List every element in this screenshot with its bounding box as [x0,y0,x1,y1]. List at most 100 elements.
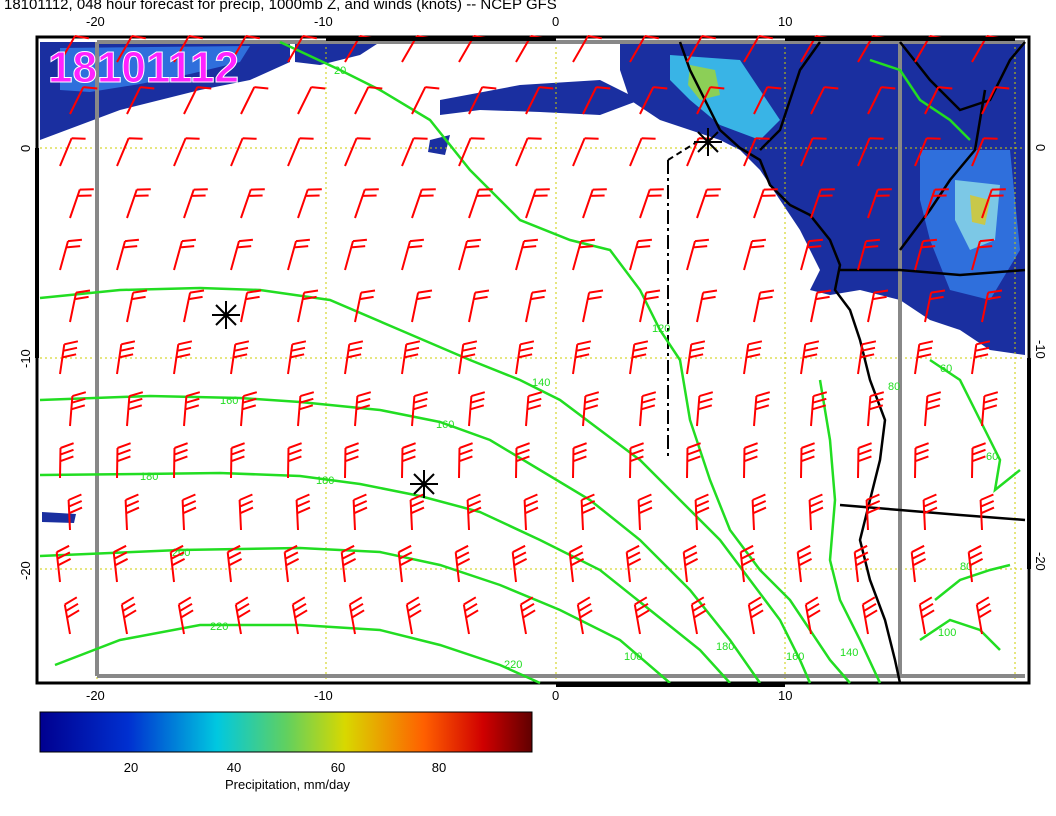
wind-barb [295,493,311,531]
wind-barb [287,35,317,63]
wind-barb [462,596,479,635]
colorbar-tick: 80 [431,760,447,775]
center-markers [212,128,722,498]
wind-barb [572,137,599,167]
wind-barb [230,238,253,271]
wind-barb [297,188,322,219]
wind-barb [454,544,471,583]
contour-label: 220 [504,659,522,671]
wind-barb [173,35,203,63]
wind-barb [291,596,308,635]
wind-barb [354,86,383,115]
wind-barb [867,86,896,115]
wind-barb [639,289,661,323]
lat-tick-label: -20 [18,561,33,580]
contour-label: 60 [940,363,952,375]
wind-barb [173,442,188,479]
wind-barb [287,442,302,479]
wind-barb [397,544,414,583]
wind-barb [981,391,999,427]
wind-barb [857,340,877,375]
wind-barb [853,544,870,583]
wind-barb [344,137,371,167]
wind-barb [169,544,186,583]
wind-barb [857,137,884,167]
wind-barb [411,289,433,323]
wind-barb [126,391,144,427]
wind-barb [116,340,136,375]
wind-barb [971,137,998,167]
wind-barb [751,493,767,531]
border-line [667,139,701,161]
wind-barb [59,340,79,375]
wind-barb [297,391,315,427]
wind-barb [240,188,265,219]
colorbar-tick: 40 [226,760,242,775]
wind-barb [67,493,83,531]
wind-barb [629,340,649,375]
wind-barb [116,442,131,479]
wind-barb [800,340,820,375]
precip-area [440,80,640,115]
wind-barb [639,86,668,115]
wind-barb [411,86,440,115]
lat-tick-label: -20 [1033,552,1048,571]
wind-barb [861,596,878,635]
wind-barb [238,493,254,531]
wind-barb [352,493,368,531]
wind-barb [572,238,595,271]
wind-barb [686,340,706,375]
wind-barb [910,544,927,583]
wind-barb [686,442,701,479]
wind-barb [804,596,821,635]
lon-tick-label: 10 [778,14,792,29]
wind-barb [857,442,872,479]
wind-barb [468,86,497,115]
wind-barb [126,188,151,219]
wind-barb [808,493,824,531]
left-axis-labels: 0 -10 -20 [18,145,33,580]
wind-barb [800,137,827,167]
wind-barb [287,340,307,375]
lon-tick-label: 0 [552,14,559,29]
wind-barb [979,493,995,531]
wind-barb [112,544,129,583]
wind-barb [511,544,528,583]
wind-barb [800,238,823,271]
wind-barb [240,391,258,427]
top-axis-labels: -20 -10 0 10 [86,14,792,29]
right-axis-labels: 0 -10 -20 [1033,144,1048,571]
wind-barb [810,188,835,219]
contour-label: 160 [220,395,238,407]
axis-bars [35,37,1031,687]
wind-barb [458,340,478,375]
lat-tick-label: 0 [18,145,33,152]
contour-label: 180 [140,471,158,483]
wind-barb [458,137,485,167]
bottom-axis-labels: -20 -10 0 10 [86,688,792,703]
wind-barb [633,596,650,635]
wind-barb [116,35,146,63]
wind-barb [126,289,148,323]
wind-barb [637,493,653,531]
wind-barbs [55,35,1010,635]
wind-barb [354,289,376,323]
wind-barb [59,137,86,167]
wind-barb [55,544,72,583]
wind-barb [458,442,473,479]
wind-barb [63,596,80,635]
wind-barb [971,442,986,479]
wind-barb [523,493,539,531]
wind-barb [810,391,828,427]
lon-tick-label: 10 [778,688,792,703]
wind-barb [173,137,200,167]
wind-barb [183,188,208,219]
low-center-marker [410,470,438,498]
contour-label: 160 [786,651,804,663]
lon-tick-label: -20 [86,14,105,29]
lon-tick-label: -20 [86,688,105,703]
wind-barb [126,86,155,115]
wind-barb [173,340,193,375]
wind-barb [753,391,771,427]
wind-barb [468,391,486,427]
